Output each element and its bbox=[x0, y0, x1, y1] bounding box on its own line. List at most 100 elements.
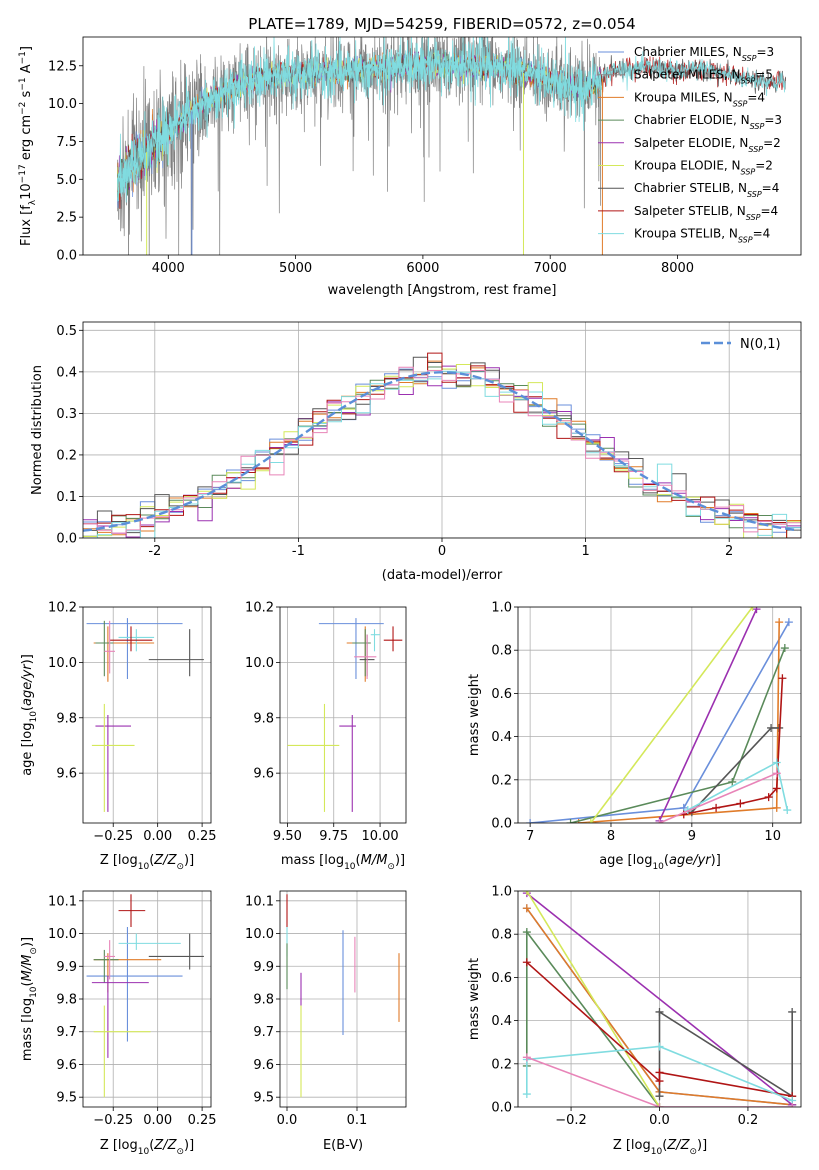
y-tick-label: 7.5 bbox=[56, 135, 77, 150]
plus-marker bbox=[655, 1007, 664, 1016]
x-tick-label: 9 bbox=[688, 829, 696, 844]
errorbar-point bbox=[86, 927, 183, 1042]
y-tick-label: 9.6 bbox=[56, 1058, 77, 1073]
y-tick-label: 10.0 bbox=[48, 97, 77, 112]
weight-line bbox=[570, 647, 786, 823]
y-axis-label: mass weight bbox=[467, 958, 482, 1040]
y-tick-label: 0.4 bbox=[56, 365, 77, 380]
plus-marker bbox=[767, 723, 776, 732]
axes-frame bbox=[517, 890, 802, 1108]
x-tick-label: 0.2 bbox=[738, 1113, 759, 1128]
y-tick-label: 0.6 bbox=[491, 687, 512, 702]
plus-marker bbox=[775, 618, 784, 627]
weight-line bbox=[526, 891, 661, 1107]
y-tick-label: 12.5 bbox=[48, 59, 77, 74]
plus-marker bbox=[784, 618, 793, 627]
y-tick-label: 9.5 bbox=[253, 1091, 274, 1106]
weight-line bbox=[658, 1010, 793, 1098]
plus-marker bbox=[780, 644, 789, 653]
axes-frame bbox=[279, 606, 407, 824]
x-tick-label: 0.25 bbox=[188, 1113, 217, 1128]
plot-area bbox=[83, 322, 801, 538]
y-tick-label: 0.6 bbox=[491, 971, 512, 986]
x-tick-label: 9.75 bbox=[319, 829, 348, 844]
x-axis-label: (data-model)/error bbox=[382, 568, 503, 583]
x-tick-label: 6000 bbox=[406, 261, 439, 276]
legend-entry: Salpeter STELIB, NSSP=4 bbox=[634, 204, 778, 222]
errorbar-point bbox=[148, 629, 204, 677]
x-tick-label: −0.25 bbox=[93, 1113, 133, 1128]
y-tick-label: 9.8 bbox=[56, 711, 77, 726]
plus-marker bbox=[783, 806, 792, 815]
y-tick-label: 0.8 bbox=[491, 644, 512, 659]
x-axis-label: Z [log10(Z/Z⊙)] bbox=[100, 853, 194, 872]
x-tick-label: 4000 bbox=[152, 261, 185, 276]
y-axis-label: mass weight bbox=[467, 674, 482, 756]
errorbar-point bbox=[91, 703, 135, 812]
axes-frame bbox=[82, 321, 802, 539]
legend-entry: Chabrier MILES, NSSP=3 bbox=[634, 45, 774, 63]
spectrum-panel: 4000 5000 6000 7000 8000 0.0 2.5 5.0 7.5 10.0 12.5 bbox=[48, 36, 802, 276]
errorbar-point bbox=[95, 620, 114, 677]
legend-entry: Salpeter MILES, NSSP=5 bbox=[634, 68, 773, 86]
y-tick-label: 0.2 bbox=[491, 1057, 512, 1072]
weight-line bbox=[526, 1056, 793, 1107]
axes-frame bbox=[82, 606, 212, 824]
plot-area bbox=[280, 607, 406, 823]
legend-entry: Salpeter ELODIE, NSSP=2 bbox=[634, 136, 781, 154]
errorbar-point bbox=[104, 940, 115, 980]
x-axis-label: Z [log10(Z/Z⊙)] bbox=[100, 1138, 194, 1157]
axes-frame bbox=[82, 890, 212, 1108]
x-axis-label: Z [log10(Z/Z⊙)] bbox=[613, 1138, 707, 1157]
legend: Chabrier MILES, NSSP=3 Salpeter MILES, NS… bbox=[598, 45, 782, 244]
plot-area bbox=[518, 607, 801, 823]
legend-entry: Chabrier ELODIE, NSSP=3 bbox=[634, 113, 782, 131]
x-tick-label: 8 bbox=[607, 829, 615, 844]
plus-marker bbox=[655, 1077, 664, 1086]
plot-area bbox=[280, 891, 406, 1107]
y-tick-label: 0.0 bbox=[56, 532, 77, 547]
histogram-series bbox=[83, 366, 801, 534]
plus-marker bbox=[526, 819, 535, 823]
x-tick-label: 0.0 bbox=[277, 1113, 298, 1128]
y-tick-label: 0.3 bbox=[56, 407, 77, 422]
x-tick-label: 0.00 bbox=[143, 1113, 172, 1128]
x-tick-label: 5000 bbox=[279, 261, 312, 276]
y-tick-label: 0.4 bbox=[491, 730, 512, 745]
y-tick-label: 9.8 bbox=[253, 993, 274, 1008]
plus-marker bbox=[788, 1007, 797, 1016]
x-tick-label: −0.25 bbox=[93, 829, 133, 844]
errorbar-point bbox=[86, 618, 183, 679]
weight-metallicity-panel: −0.2 0.0 0.2 0.0 0.2 0.4 0.6 0.8 1.0 bbox=[491, 885, 802, 1128]
axes-frame bbox=[82, 36, 802, 256]
x-tick-label: 10.00 bbox=[361, 829, 398, 844]
errorbar-point bbox=[95, 715, 131, 812]
plus-marker bbox=[655, 1092, 664, 1101]
extinction-mass-panel: 0.0 0.1 9.5 9.6 9.7 9.8 9.9 10.0 10.1 bbox=[245, 890, 407, 1128]
y-tick-label: 0.0 bbox=[56, 249, 77, 264]
weight-line bbox=[526, 961, 793, 1097]
y-tick-label: 0.1 bbox=[56, 490, 77, 505]
plus-marker bbox=[655, 819, 664, 823]
model-spectrum bbox=[117, 37, 602, 203]
y-tick-label: 0.4 bbox=[491, 1014, 512, 1029]
plus-marker bbox=[772, 784, 781, 793]
y-tick-label: 9.5 bbox=[56, 1091, 77, 1106]
x-axis-label: mass [log10(M/M⊙)] bbox=[281, 853, 405, 872]
plot-area bbox=[83, 891, 211, 1107]
plus-marker bbox=[586, 819, 595, 823]
y-tick-label: 0.0 bbox=[491, 1101, 512, 1116]
plus-marker bbox=[736, 799, 745, 808]
y-tick-label: 10.0 bbox=[245, 927, 274, 942]
y-tick-label: 10.2 bbox=[245, 601, 274, 616]
x-tick-label: -1 bbox=[292, 544, 305, 559]
x-tick-label: 7 bbox=[526, 829, 534, 844]
weight-line bbox=[526, 892, 793, 1106]
plot-area bbox=[117, 37, 786, 255]
x-tick-label: -2 bbox=[148, 544, 161, 559]
y-axis-label: mass [log10(M/M⊙)] bbox=[20, 937, 39, 1061]
plus-marker bbox=[772, 769, 781, 778]
errorbar-point bbox=[352, 629, 371, 677]
mass-age-panel: 9.50 9.75 10.00 9.6 9.8 10.0 10.2 bbox=[245, 601, 407, 844]
y-tick-label: 0.5 bbox=[56, 324, 77, 339]
